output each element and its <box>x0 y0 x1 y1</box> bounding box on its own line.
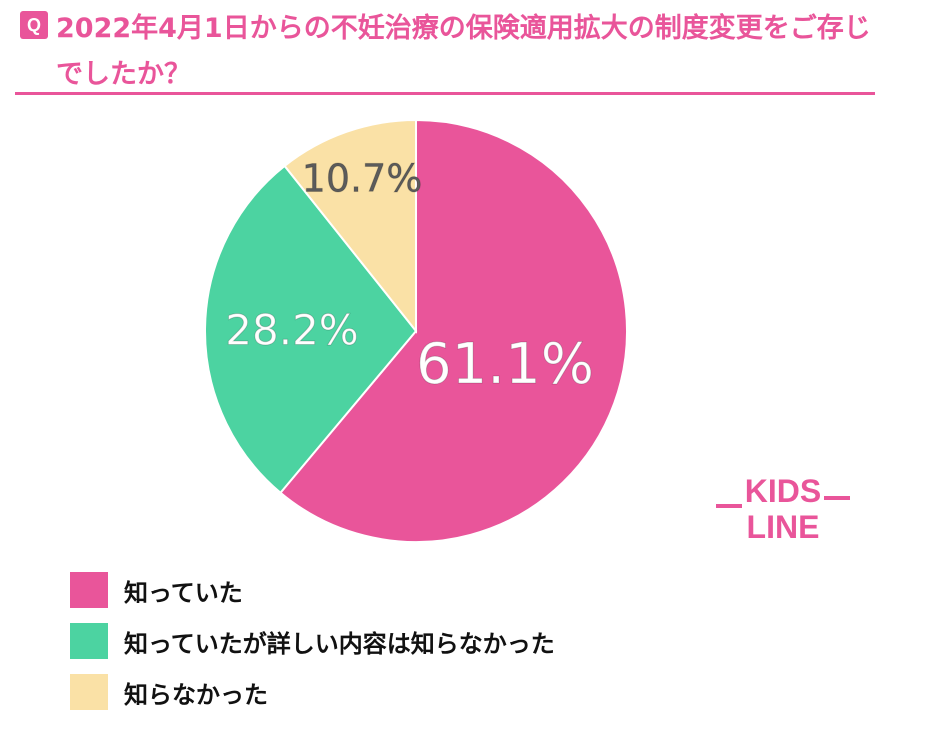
logo-text-top: KIDS <box>745 473 821 509</box>
chart-legend: 知っていた 知っていたが詳しい内容は知らなかった 知らなかった <box>70 572 555 725</box>
legend-label: 知らなかった <box>124 680 268 709</box>
legend-item: 知っていたが詳しい内容は知らなかった <box>70 623 555 659</box>
legend-item: 知っていた <box>70 572 555 608</box>
pie-slice <box>204 164 418 495</box>
pie-slice <box>279 118 628 543</box>
title-divider <box>15 92 875 95</box>
slice-data-label: 28.2% <box>225 306 358 355</box>
page-title: 2022年4月1日からの不妊治療の保険適用拡大の制度変更をご存じでしたか？ <box>56 13 871 90</box>
legend-label: 知っていた <box>124 578 243 607</box>
legend-item: 知らなかった <box>70 674 555 710</box>
logo-text-bottom: LINE <box>747 509 820 545</box>
pie-slice <box>283 118 417 334</box>
logo-left-arm <box>716 504 742 508</box>
legend-swatch <box>70 623 108 659</box>
legend-swatch <box>70 572 108 608</box>
slice-data-label: 61.1% <box>416 332 594 397</box>
kids-line-logo: KIDS LINE <box>716 473 850 545</box>
slice-data-label: 10.7% <box>302 157 423 201</box>
legend-swatch <box>70 674 108 710</box>
question-icon: Q <box>20 11 48 39</box>
logo-right-arm <box>824 496 850 500</box>
legend-label: 知っていたが詳しい内容は知らなかった <box>124 629 555 658</box>
